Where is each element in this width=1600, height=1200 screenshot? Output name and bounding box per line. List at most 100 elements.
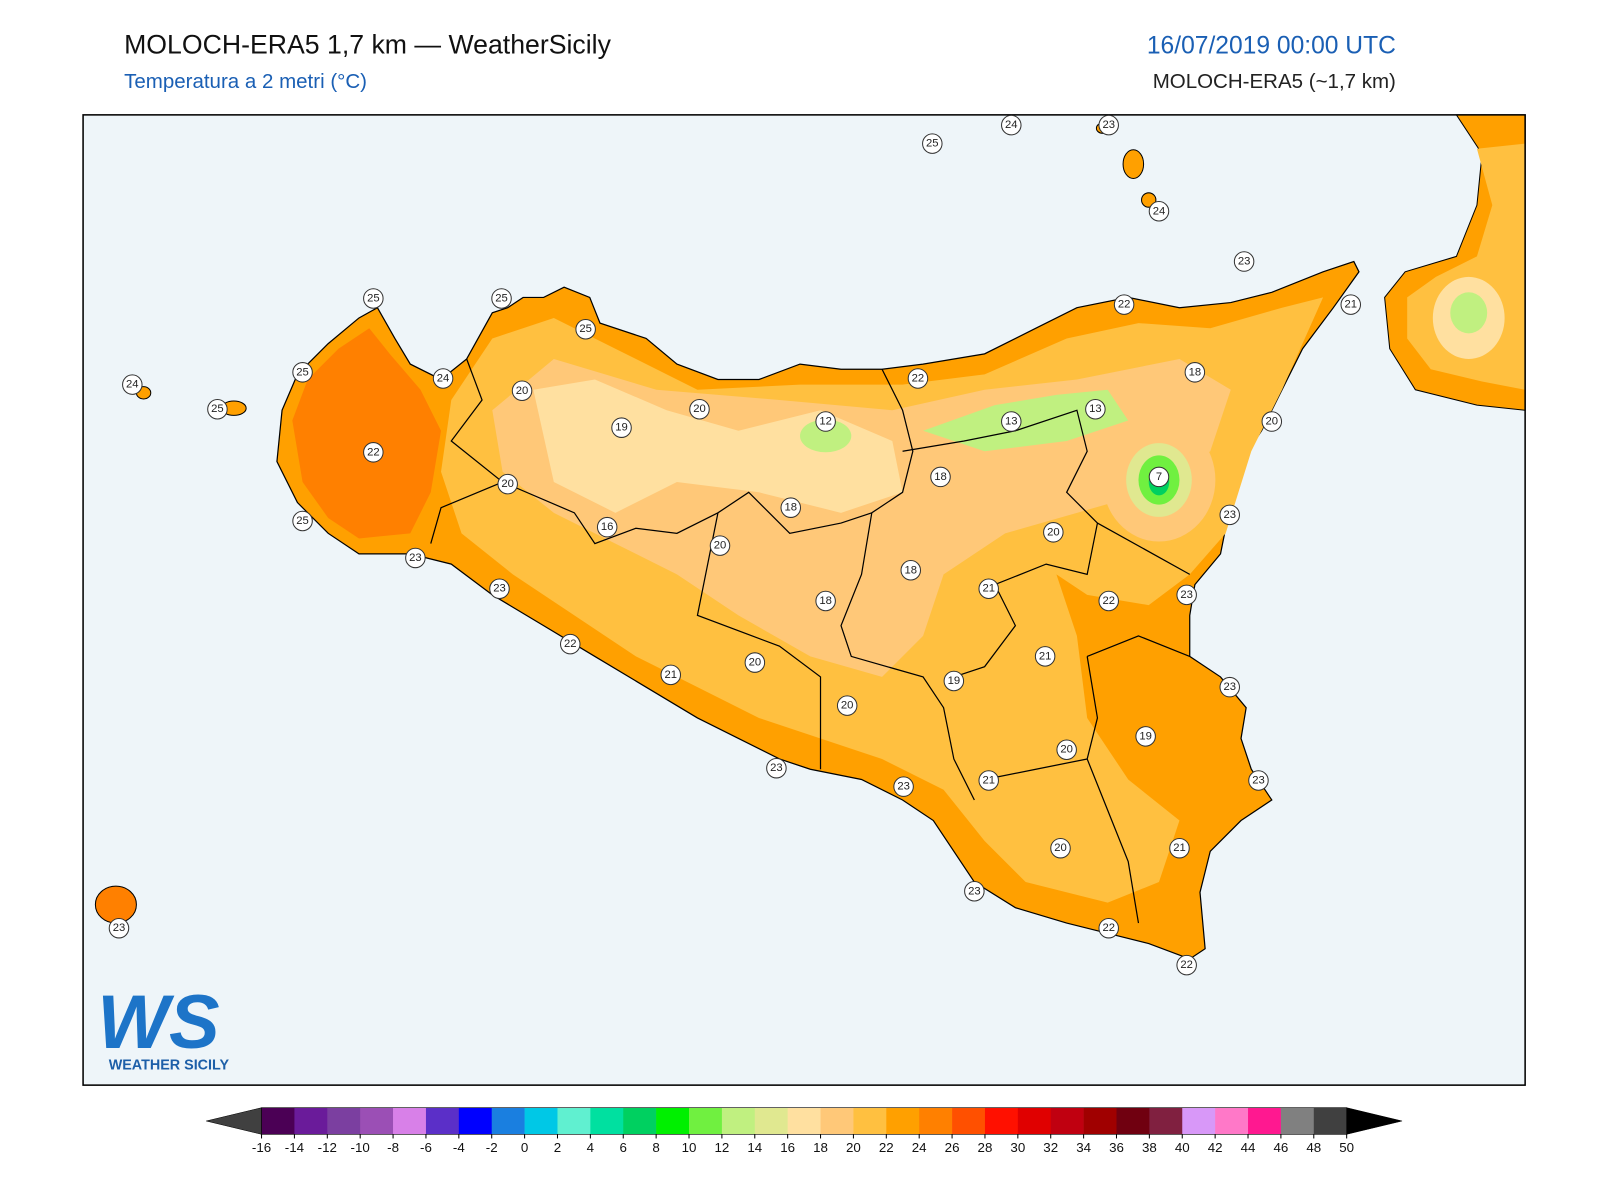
- station-value: 22: [912, 372, 925, 384]
- colorbar-bin: [1313, 1107, 1347, 1135]
- station-marker: [292, 510, 313, 532]
- station-value: 19: [948, 675, 961, 687]
- station-marker: [363, 442, 384, 463]
- colorbar-tick-label: 36: [1109, 1140, 1124, 1155]
- station-value: 25: [296, 366, 309, 378]
- station-value: 25: [211, 403, 224, 415]
- station-marker: [922, 133, 943, 154]
- station-value: 23: [897, 781, 910, 793]
- station-marker: [1248, 770, 1269, 791]
- colorbar-tick-label: 4: [587, 1140, 595, 1155]
- station-value: 20: [516, 385, 529, 397]
- station-value: 16: [601, 521, 614, 533]
- station-value: 23: [1180, 589, 1193, 601]
- logo-text: WEATHER SICILY: [109, 1058, 230, 1074]
- province-borders: [430, 358, 1191, 924]
- station-marker: [836, 695, 858, 716]
- colorbar-tick-label: 24: [912, 1140, 927, 1155]
- station-marker: [1340, 294, 1362, 315]
- colorbar-tick-label: 28: [978, 1140, 993, 1155]
- colorbar-tick-label: 22: [879, 1140, 894, 1155]
- colorbar-tick-label: 26: [945, 1140, 960, 1155]
- colorbar-tick-label: 18: [813, 1140, 828, 1155]
- station-value: 23: [1252, 775, 1265, 787]
- station-marker: [432, 368, 454, 389]
- border: [1086, 635, 1190, 657]
- station-value: 18: [905, 564, 918, 576]
- station-marker: [709, 535, 731, 556]
- colorbar-tick-label: 30: [1010, 1140, 1025, 1155]
- station-value: 19: [1139, 730, 1152, 742]
- station-marker: [1169, 837, 1190, 859]
- colorbar-bin: [820, 1107, 854, 1135]
- station-value: 21: [665, 669, 678, 681]
- station-value: 23: [409, 552, 422, 564]
- station-value: 22: [564, 638, 577, 650]
- station-value: 21: [982, 583, 995, 595]
- colorbar-bin: [360, 1107, 394, 1135]
- station-value: 21: [1039, 650, 1052, 662]
- station-marker: [1148, 466, 1170, 488]
- station-value: 22: [1118, 299, 1131, 311]
- colorbar-tick-label: -16: [252, 1140, 271, 1155]
- station-marker: [1050, 837, 1071, 859]
- station-value: 20: [841, 700, 854, 712]
- colorbar-bin: [623, 1107, 657, 1135]
- station-marker: [766, 757, 787, 779]
- station-marker: [978, 578, 999, 599]
- colorbar-bin: [327, 1107, 361, 1135]
- station-value: 13: [1089, 403, 1102, 415]
- station-value: 18: [785, 502, 798, 514]
- colorbar-tick-label: 40: [1175, 1140, 1190, 1155]
- station-value: 21: [1345, 299, 1358, 311]
- station-value: 23: [493, 583, 506, 595]
- station-value: 20: [693, 403, 706, 415]
- map-frame: [82, 114, 1526, 1086]
- station-marker: [900, 559, 922, 581]
- colorbar-tick-label: 32: [1043, 1140, 1058, 1155]
- stations: 25 24 23 24 23 21 22 18 20 13 13 7 23 20 23 22 21 21 23 19 2…: [108, 114, 1362, 976]
- station-value: 18: [1189, 366, 1202, 378]
- colorbar-bin: [984, 1107, 1019, 1135]
- station-value: 24: [1005, 119, 1018, 131]
- station-marker: [511, 380, 533, 402]
- colorbar-bin: [853, 1107, 887, 1135]
- colorbar-bin: [590, 1107, 624, 1135]
- station-marker: [964, 881, 985, 902]
- station-marker: [907, 368, 929, 389]
- colorbar-bin: [458, 1107, 493, 1135]
- station-marker: [689, 398, 710, 420]
- station-value: 20: [1054, 842, 1067, 854]
- colorbar-tick-label: -12: [318, 1140, 337, 1155]
- station-value: 25: [926, 138, 939, 150]
- station-marker: [611, 417, 632, 438]
- colorbar-tick-label: -2: [486, 1140, 498, 1155]
- colorbar-bin: [689, 1107, 723, 1135]
- colorbar-bin: [491, 1107, 525, 1135]
- station-marker: [1184, 362, 1206, 383]
- island: [94, 885, 137, 924]
- colorbar-tick-label: 8: [652, 1140, 659, 1155]
- station-marker: [815, 411, 836, 432]
- colorbar-tick-label: 14: [747, 1140, 762, 1155]
- station-marker: [1085, 398, 1106, 420]
- station-value: 25: [495, 292, 508, 304]
- colorbar-tick-label: -6: [420, 1140, 432, 1155]
- station-marker: [559, 633, 581, 655]
- station-value: 20: [1266, 416, 1279, 428]
- station-value: 19: [615, 422, 628, 434]
- station-marker: [893, 776, 914, 797]
- station-value: 24: [1153, 205, 1166, 217]
- border: [1097, 522, 1191, 575]
- colorbar-bin: [787, 1107, 821, 1135]
- station-value: 25: [579, 323, 592, 335]
- colorbar-tick-label: 44: [1241, 1140, 1256, 1155]
- station-marker: [1001, 114, 1022, 136]
- station-marker: [1098, 114, 1119, 136]
- station-marker: [978, 770, 999, 791]
- nebrodi: [923, 389, 1129, 452]
- station-marker: [596, 516, 618, 538]
- colorbar-bin: [1280, 1107, 1315, 1135]
- station-value: 21: [1173, 842, 1186, 854]
- station-marker: [491, 288, 512, 309]
